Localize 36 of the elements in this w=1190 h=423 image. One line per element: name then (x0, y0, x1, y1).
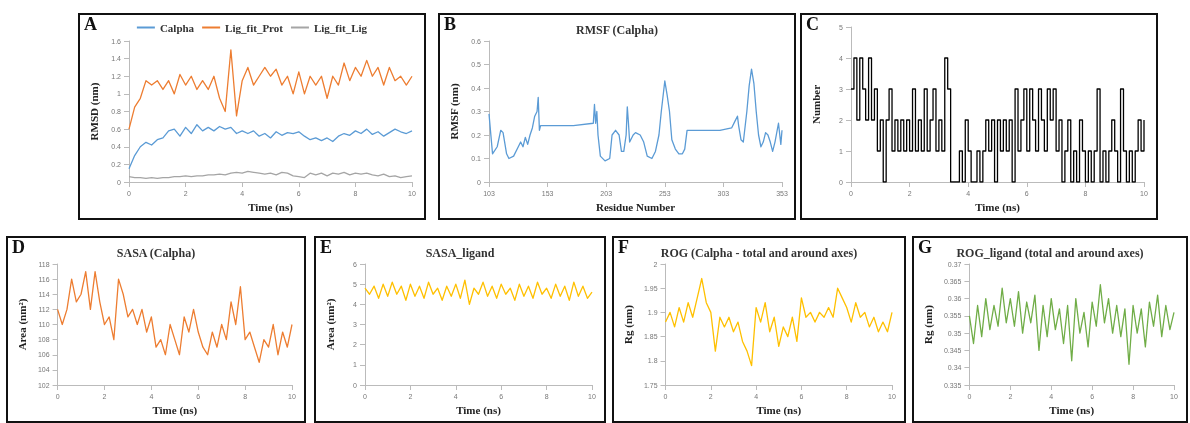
x-axis-title: Time (ns) (975, 201, 1021, 215)
y-axis-title: Number (809, 84, 822, 125)
legend-label: Lig_fit_Lig (313, 21, 368, 34)
y-axis-title: RMSF (nm) (447, 83, 461, 140)
chart-title: RMSF (Calpha) (576, 23, 658, 37)
text: G (918, 237, 933, 257)
text: E (320, 237, 333, 257)
line-series (968, 284, 1175, 365)
y-axis-title: RMSD (nm) (87, 82, 101, 141)
line-series (488, 68, 783, 162)
x-axis-title: Time (ns) (456, 404, 502, 418)
chart-title: ROG_ligand (total and around axes) (956, 246, 1144, 260)
legend-label: Lig_fit_Prot (225, 21, 284, 34)
y-axis-title: Rg (nm) (921, 304, 935, 344)
x-axis-title: Residue Number (595, 201, 676, 214)
line-series (56, 270, 293, 363)
y-axis-title: Rg (nm) (621, 304, 635, 344)
chart-title: SASA (Calpha) (116, 246, 196, 260)
chart-title: SASA_ligand (425, 246, 495, 260)
line-series (128, 124, 413, 170)
y-axis-title: Area (nm²) (323, 298, 337, 351)
text: B (444, 14, 457, 34)
text: F (618, 237, 629, 257)
x-axis-title: Time (ns) (1049, 404, 1095, 418)
text: D (12, 237, 25, 257)
text: C (806, 14, 819, 34)
y-axis-title: Area (nm²) (15, 298, 29, 351)
line-series (364, 279, 593, 305)
line-series (664, 277, 893, 367)
x-axis-title: Time (ns) (756, 404, 802, 418)
line-series (128, 49, 413, 130)
chart-title: ROG (Calpha - total and around axes) (660, 246, 858, 260)
text: A (84, 14, 97, 34)
x-axis-title: Time (ns) (248, 201, 294, 215)
x-axis-title: Time (ns) (152, 404, 198, 418)
legend-label: Calpha (159, 21, 195, 34)
